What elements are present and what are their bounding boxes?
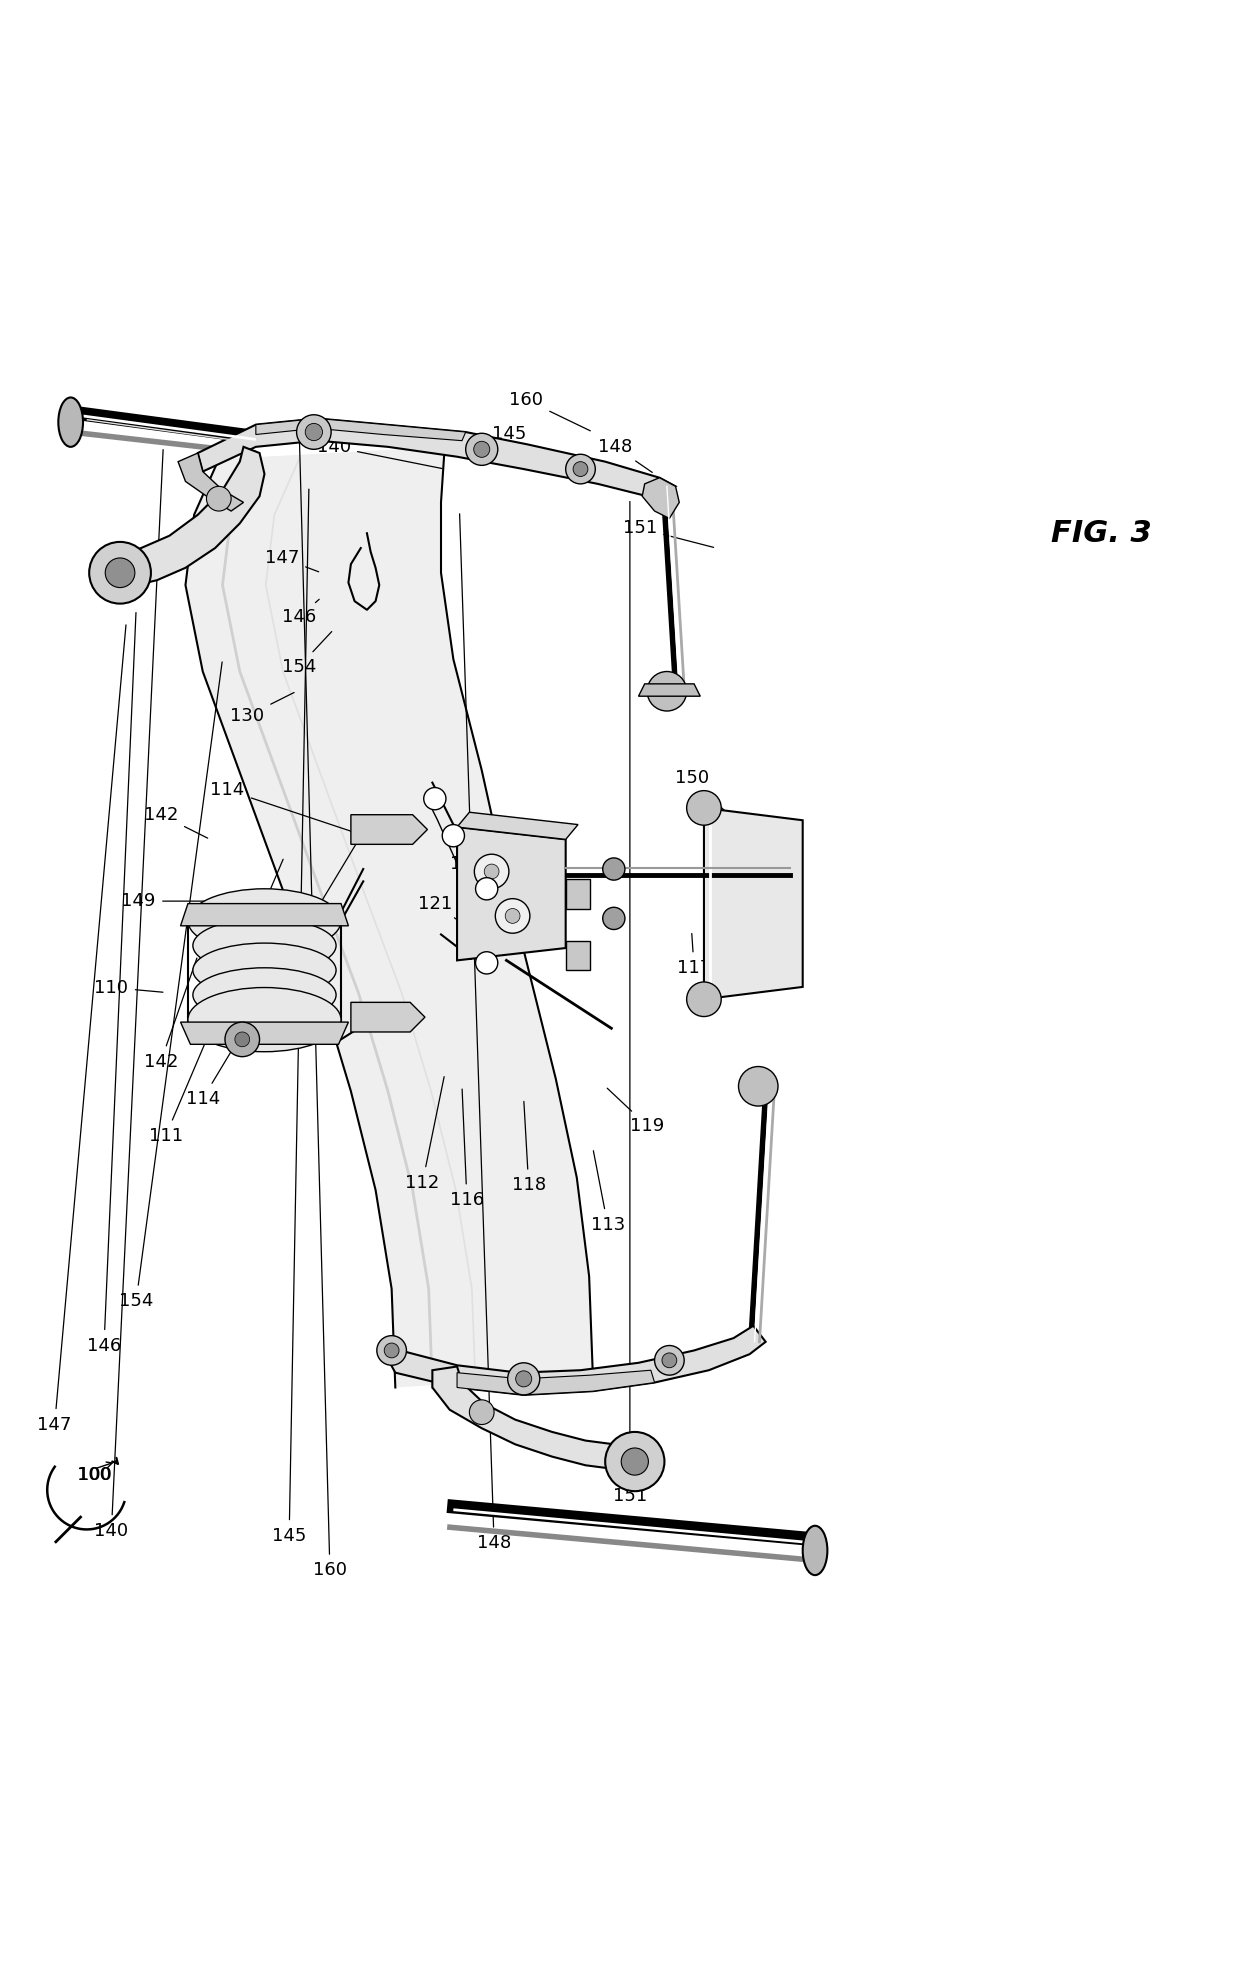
Circle shape [687,790,722,826]
Ellipse shape [193,968,336,1022]
Text: 130: 130 [231,693,294,725]
Polygon shape [565,879,590,909]
Text: 100: 100 [78,1465,113,1485]
Polygon shape [351,814,428,843]
Polygon shape [181,1022,348,1043]
Ellipse shape [188,889,341,952]
Circle shape [484,863,498,879]
Text: 112: 112 [405,1077,444,1192]
Text: 160: 160 [510,390,590,432]
Circle shape [443,824,465,847]
Ellipse shape [193,942,336,998]
Text: 142: 142 [144,806,207,838]
Text: 148: 148 [598,438,652,473]
Polygon shape [179,453,243,511]
Text: 100: 100 [77,1465,112,1485]
Polygon shape [383,1327,765,1394]
Text: 145: 145 [272,489,309,1544]
Text: 160: 160 [299,428,347,1580]
Ellipse shape [58,398,83,447]
Ellipse shape [188,988,341,1051]
Circle shape [296,414,331,449]
Text: 118: 118 [463,939,508,964]
Text: 114: 114 [186,834,362,1107]
Circle shape [89,543,151,604]
Circle shape [739,1067,777,1107]
Polygon shape [458,812,578,840]
Polygon shape [112,447,264,586]
Circle shape [605,1432,665,1491]
Polygon shape [704,808,802,1000]
Text: 149: 149 [122,893,216,911]
Text: 140: 140 [316,438,441,469]
Polygon shape [181,903,348,927]
Polygon shape [433,1366,639,1469]
Text: 146: 146 [281,600,319,626]
Circle shape [516,1370,532,1386]
Circle shape [377,1336,407,1366]
Circle shape [105,558,135,588]
Circle shape [475,853,508,889]
Circle shape [647,671,687,711]
Circle shape [662,1352,677,1368]
Text: 140: 140 [94,449,164,1540]
Polygon shape [639,683,701,697]
Polygon shape [458,828,565,960]
Polygon shape [565,940,590,970]
Text: 115: 115 [450,855,484,899]
Circle shape [470,1400,494,1424]
Text: 113: 113 [590,1150,625,1234]
Text: 119: 119 [608,1089,665,1135]
Text: 146: 146 [87,612,136,1354]
Circle shape [603,857,625,881]
Circle shape [687,982,722,1016]
Polygon shape [255,418,466,442]
Polygon shape [351,1002,425,1032]
Text: 118: 118 [512,1101,546,1194]
Text: 110: 110 [94,978,162,996]
Circle shape [476,952,497,974]
Text: 142: 142 [144,958,197,1071]
Circle shape [573,461,588,477]
Text: 121: 121 [418,895,460,923]
Text: 154: 154 [281,632,332,675]
Text: 151: 151 [613,501,647,1505]
Text: 150: 150 [675,768,751,838]
Circle shape [234,1032,249,1047]
Circle shape [495,899,529,933]
Circle shape [424,788,446,810]
Text: 116: 116 [450,1089,484,1210]
Text: 145: 145 [492,426,547,467]
Circle shape [224,1022,259,1057]
Circle shape [466,434,497,465]
Circle shape [621,1447,649,1475]
Circle shape [384,1342,399,1358]
Text: FIG. 3: FIG. 3 [1052,519,1152,548]
Text: 154: 154 [119,661,222,1311]
Text: 148: 148 [460,515,511,1552]
Text: 147: 147 [264,548,319,572]
Text: 151: 151 [622,519,713,546]
Polygon shape [458,1370,655,1394]
Ellipse shape [193,919,336,972]
Polygon shape [186,447,593,1388]
Circle shape [476,877,497,899]
Circle shape [474,442,490,457]
Circle shape [603,907,625,929]
Text: 147: 147 [37,626,126,1434]
Circle shape [207,487,231,511]
Polygon shape [642,477,680,519]
Circle shape [507,1362,539,1394]
Text: 117: 117 [677,933,712,976]
Ellipse shape [802,1527,827,1576]
Polygon shape [198,418,676,499]
Circle shape [505,909,520,923]
Circle shape [565,453,595,483]
Text: 111: 111 [149,859,283,1144]
Text: 114: 114 [211,780,373,838]
Circle shape [305,424,322,442]
Circle shape [655,1346,684,1376]
